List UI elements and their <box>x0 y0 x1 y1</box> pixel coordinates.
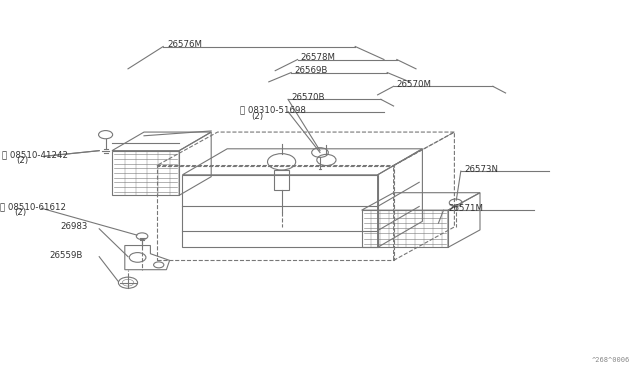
Text: (2): (2) <box>252 112 264 121</box>
Text: ^268^0006: ^268^0006 <box>592 357 630 363</box>
Text: 26576M: 26576M <box>168 40 203 49</box>
Text: 26570B: 26570B <box>291 93 324 102</box>
Text: Ⓢ 08510-41242: Ⓢ 08510-41242 <box>2 150 68 159</box>
Text: Ⓢ 08510-61612: Ⓢ 08510-61612 <box>0 202 66 211</box>
Text: (2): (2) <box>14 208 26 217</box>
Text: (2): (2) <box>16 156 28 165</box>
Text: 26559B: 26559B <box>49 251 83 260</box>
Text: 26578M: 26578M <box>301 53 336 62</box>
Text: 26570M: 26570M <box>397 80 432 89</box>
Text: 26569B: 26569B <box>294 66 328 75</box>
Text: Ⓢ 08310-51698: Ⓢ 08310-51698 <box>240 105 306 114</box>
Text: 26571M: 26571M <box>448 204 483 213</box>
Text: 26983: 26983 <box>61 222 88 231</box>
Text: 26573N: 26573N <box>464 165 498 174</box>
